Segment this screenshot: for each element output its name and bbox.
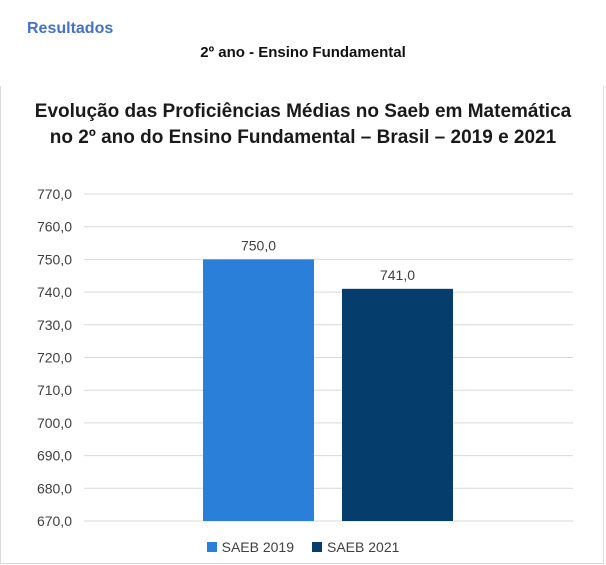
y-tick-label: 690,0 (37, 448, 72, 464)
y-tick-label: 760,0 (37, 219, 72, 235)
bar (203, 259, 314, 521)
chart-title-line-1: Evolução das Proficiências Médias no Sae… (34, 101, 572, 122)
legend-item-saeb-2021: SAEB 2021 (312, 539, 399, 555)
page-subtitle: 2º ano - Ensino Fundamental (200, 44, 406, 61)
y-tick-label: 710,0 (37, 382, 72, 398)
y-tick-label: 700,0 (37, 415, 72, 431)
y-tick-label: 730,0 (37, 317, 72, 333)
legend-label-saeb-2021: SAEB 2021 (327, 539, 400, 555)
legend-swatch-saeb-2019 (206, 542, 217, 552)
y-tick-label: 770,0 (37, 186, 72, 202)
data-label: 750,0 (241, 237, 276, 253)
y-tick-label: 740,0 (37, 284, 72, 300)
data-label: 741,0 (380, 267, 415, 283)
section-title: Resultados (27, 20, 114, 37)
legend-item-saeb-2019: SAEB 2019 (206, 539, 294, 555)
y-tick-label: 750,0 (37, 251, 72, 267)
y-tick-label: 670,0 (37, 513, 72, 529)
chart-legend: SAEB 2019 SAEB 2021 (0, 539, 606, 555)
chart-card (0, 86, 604, 564)
y-tick-label: 720,0 (37, 350, 72, 366)
legend-swatch-saeb-2021 (312, 542, 322, 552)
bar (342, 288, 453, 521)
legend-label-saeb-2019: SAEB 2019 (221, 539, 294, 555)
chart-title-line-2: no 2º ano do Ensino Fundamental – Brasil… (49, 127, 557, 148)
y-tick-label: 680,0 (37, 480, 72, 496)
